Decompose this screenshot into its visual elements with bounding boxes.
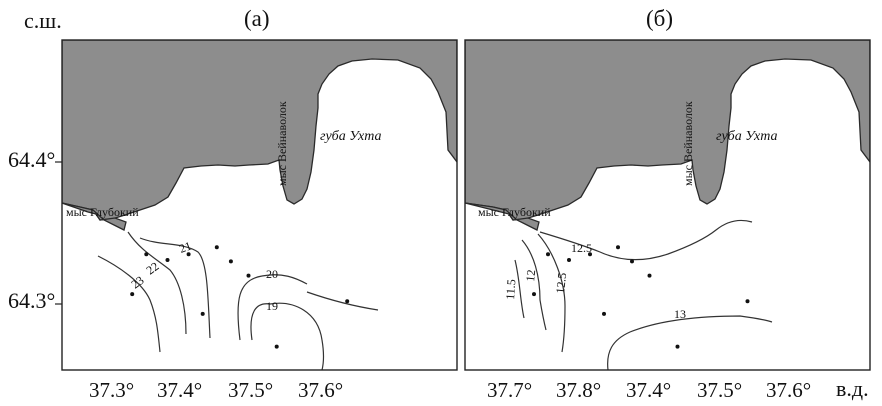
station-point [532, 292, 536, 297]
panel-a-title: (а) [244, 6, 270, 31]
isoline-label: 12.5 [553, 272, 569, 294]
station-point [567, 258, 571, 262]
station-point [675, 344, 680, 349]
isoline-21 [139, 237, 211, 339]
station-point [228, 259, 233, 264]
x-tick-label: 37.4° [626, 378, 672, 402]
x-axis-unit: в.д. [836, 376, 869, 401]
y-axis-unit: с.ш. [24, 8, 62, 33]
y-tick-label: 64.3° [8, 288, 56, 313]
station-point [345, 299, 350, 304]
isoline-19 [250, 302, 325, 370]
station-point [616, 245, 620, 250]
isoline-23 [97, 255, 161, 353]
panel-b-title: (б) [646, 6, 674, 31]
isoline-22 [127, 231, 187, 335]
isoline-11.5 [514, 259, 525, 319]
stations-panel-a [130, 245, 406, 380]
station-point [165, 258, 170, 262]
x-tick-label: 37.5° [228, 378, 274, 402]
x-tick-label: 37.3° [89, 378, 135, 402]
station-point [246, 273, 251, 278]
map-panel-a: 23 22 21 20 19 мыс Глубокий мыс Вейнавол… [62, 40, 457, 380]
x-tick-label: 37.7° [487, 378, 533, 402]
isoline-label: 12 [523, 269, 538, 282]
map-frame-a [61, 39, 458, 371]
station-point [130, 292, 135, 297]
y-tick-label: 64.4° [8, 147, 56, 172]
isoline-label: 12.5 [571, 241, 592, 255]
station-point [214, 245, 219, 250]
isoline-label: 20 [266, 267, 278, 281]
cape-glubokiy-label: мыс Глубокий [66, 205, 139, 219]
station-point [200, 311, 205, 316]
cape-glubokiy-spit [62, 202, 127, 231]
x-tick-label: 37.6° [298, 378, 344, 402]
isoline-12.5-north [539, 219, 753, 261]
bay-ukhta-label: губа Ухта [716, 129, 777, 144]
map-panel-b: 11.5 12 12.5 12.5 13 мыс Глубокий мыс Ве… [465, 40, 870, 380]
x-tick-label: 37.5° [697, 378, 743, 402]
x-tick-label: 37.4° [157, 378, 203, 402]
station-point [144, 252, 149, 257]
isoline-label: 11.5 [503, 279, 518, 300]
station-point [402, 376, 406, 380]
isoline-label: 23 [129, 273, 147, 291]
x-tick-label: 37.8° [556, 378, 602, 402]
station-point [745, 299, 750, 304]
cape-glubokiy-spit [465, 202, 540, 231]
isoline-label: 19 [266, 299, 278, 313]
station-point [588, 252, 592, 257]
station-point [546, 252, 550, 257]
cape-veynavolok-label: мыс Вейнаволок [275, 101, 289, 186]
isoline-12 [521, 239, 547, 331]
isoline-label: 13 [674, 307, 686, 321]
stations-panel-b [532, 245, 806, 380]
isoline-label: 21 [177, 239, 193, 256]
cape-glubokiy-label: мыс Глубокий [478, 205, 551, 219]
map-frame-b [464, 39, 871, 371]
coastline-landmass [465, 40, 870, 221]
station-point [802, 376, 806, 380]
isoline-19-east [306, 291, 379, 311]
coastline-landmass [62, 40, 457, 221]
cape-veynavolok-label: мыс Вейнаволок [681, 101, 695, 186]
station-point [630, 259, 634, 264]
isoline-13 [607, 315, 773, 370]
station-point [647, 273, 652, 278]
isoline-20 [237, 274, 308, 341]
isoline-12.5 [537, 233, 566, 353]
x-tick-label: 37.6° [766, 378, 812, 402]
station-point [186, 252, 191, 257]
bay-ukhta-label: губа Ухта [320, 129, 381, 144]
station-point [602, 311, 606, 316]
station-point [274, 344, 279, 349]
